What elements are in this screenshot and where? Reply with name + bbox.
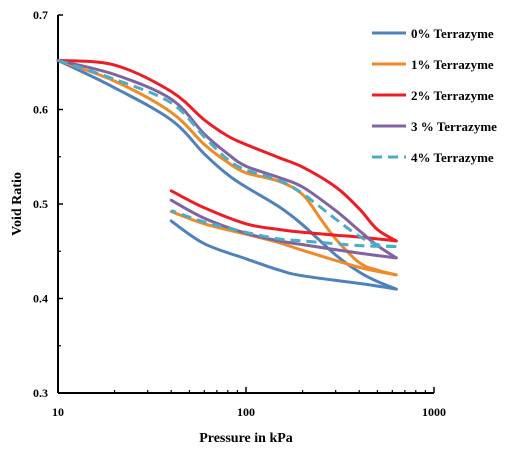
x-tick-label: 100	[237, 405, 255, 419]
series-3-loading-line	[56, 58, 398, 243]
legend-item-4: 3 % Terrazyme	[372, 119, 497, 134]
legend-item-5: 4% Terrazyme	[372, 150, 494, 165]
legend-item-2: 1% Terrazyme	[372, 57, 494, 72]
x-axis-title: Pressure in kPa	[199, 431, 293, 446]
y-tick-label: 0.5	[33, 197, 48, 211]
x-tick-label: 10	[52, 405, 64, 419]
axes-layer	[57, 15, 434, 394]
ticks-layer: 0.3 0.4 0.5 0.6 0.7 10 100 1000	[33, 8, 446, 419]
series-5-loading-line	[57, 58, 397, 248]
series-2	[56, 58, 398, 277]
y-tick-label: 0.3	[33, 386, 48, 400]
x-tick-label: 1000	[422, 405, 446, 419]
legend-item-1: 0% Terrazyme	[372, 26, 494, 41]
y-tick-label: 0.4	[33, 292, 48, 306]
series-4	[56, 58, 398, 260]
legend-label: 3 % Terrazyme	[411, 119, 497, 134]
legend-label: 1% Terrazyme	[411, 57, 494, 72]
series-5-unloading-line	[170, 209, 397, 248]
y-tick-label: 0.6	[33, 103, 48, 117]
y-tick-label: 0.7	[33, 8, 48, 22]
y-axis-title: Void Ratio	[10, 172, 25, 236]
legend-label: 2% Terrazyme	[411, 88, 494, 103]
legend-label: 4% Terrazyme	[411, 150, 494, 165]
series-1-loading-line	[56, 58, 398, 291]
series-2-loading-line	[56, 58, 398, 277]
series-1	[56, 58, 398, 291]
series-5	[57, 58, 397, 248]
series-layer	[56, 58, 398, 291]
legend-label: 0% Terrazyme	[411, 26, 494, 41]
series-3	[56, 58, 398, 243]
series-2-unloading-line	[169, 210, 398, 277]
series-4-unloading-line	[169, 198, 398, 260]
legend: 0% Terrazyme 1% Terrazyme 2% Terrazyme 3 % …	[372, 26, 497, 165]
series-3-unloading-line	[169, 189, 398, 243]
legend-item-3: 2% Terrazyme	[372, 88, 494, 103]
series-4-loading-line	[56, 58, 398, 260]
series-1-unloading-line	[169, 219, 398, 291]
